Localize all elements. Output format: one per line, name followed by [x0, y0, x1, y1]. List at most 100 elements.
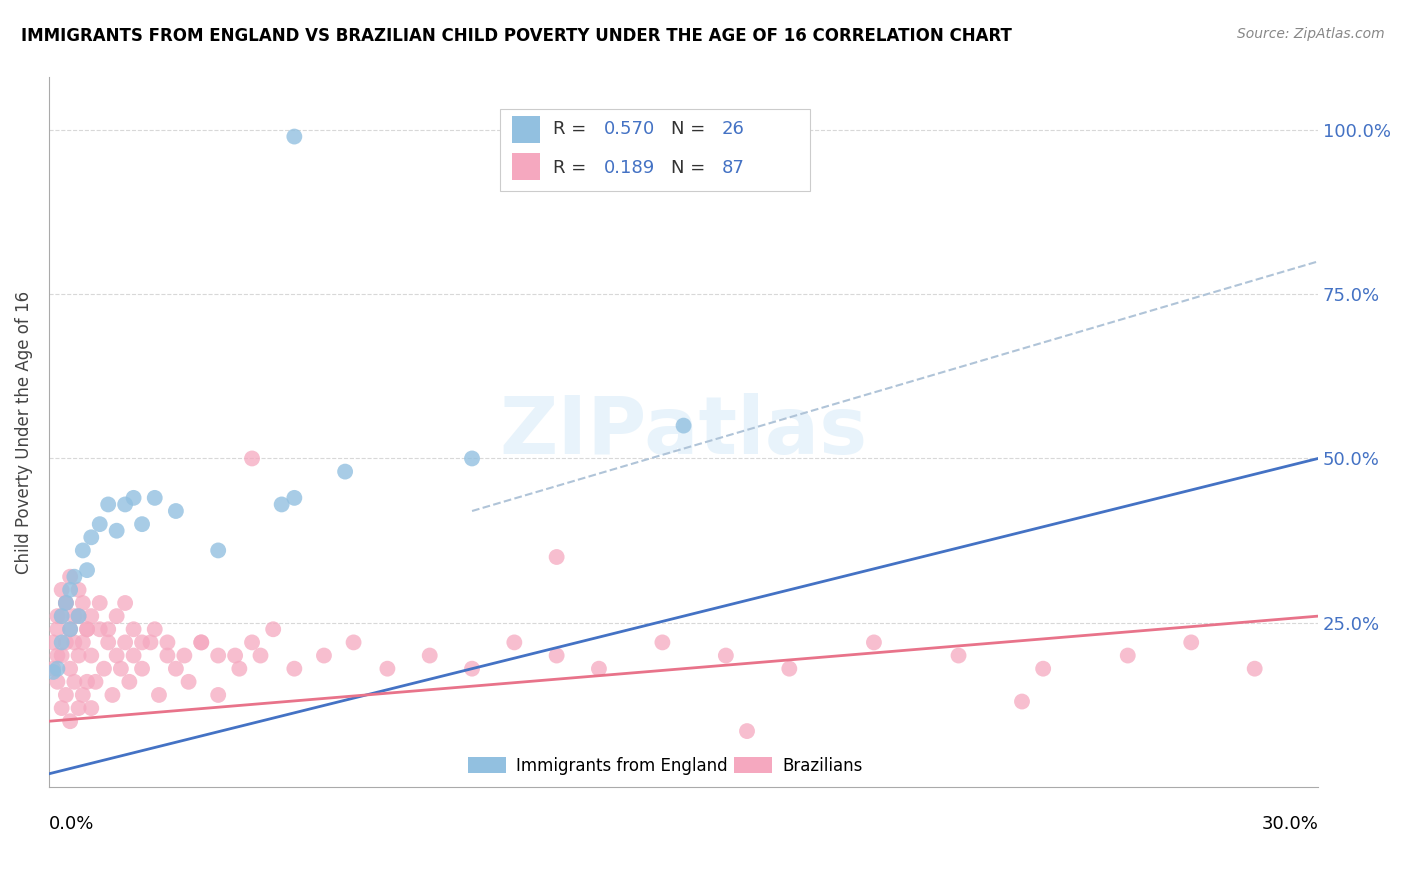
- Point: [93, 662, 115, 676]
- Point: [72, 688, 94, 702]
- Point: [283, 129, 305, 144]
- Point: [63, 570, 86, 584]
- Point: [122, 622, 145, 636]
- Point: [165, 504, 187, 518]
- Point: [67, 582, 90, 597]
- Point: [1116, 648, 1139, 663]
- Point: [59, 570, 82, 584]
- Point: [76, 622, 98, 636]
- Point: [177, 674, 200, 689]
- Point: [80, 701, 103, 715]
- Point: [333, 465, 356, 479]
- Point: [51, 609, 73, 624]
- Point: [76, 563, 98, 577]
- Point: [114, 596, 136, 610]
- Point: [651, 635, 673, 649]
- Text: Source: ZipAtlas.com: Source: ZipAtlas.com: [1237, 27, 1385, 41]
- Text: IMMIGRANTS FROM ENGLAND VS BRAZILIAN CHILD POVERTY UNDER THE AGE OF 16 CORRELATI: IMMIGRANTS FROM ENGLAND VS BRAZILIAN CHI…: [21, 27, 1012, 45]
- Point: [59, 714, 82, 729]
- Point: [461, 662, 484, 676]
- Point: [80, 609, 103, 624]
- Text: N =: N =: [671, 159, 711, 177]
- Point: [131, 662, 153, 676]
- Point: [342, 635, 364, 649]
- Point: [131, 517, 153, 532]
- Point: [59, 622, 82, 636]
- Point: [143, 622, 166, 636]
- Point: [156, 648, 179, 663]
- Point: [190, 635, 212, 649]
- Point: [76, 674, 98, 689]
- Text: ZIPatlas: ZIPatlas: [499, 393, 868, 471]
- Point: [207, 648, 229, 663]
- Point: [51, 635, 73, 649]
- Point: [55, 635, 77, 649]
- Point: [165, 662, 187, 676]
- Point: [51, 582, 73, 597]
- Text: 0.189: 0.189: [603, 159, 655, 177]
- Point: [67, 648, 90, 663]
- Point: [51, 701, 73, 715]
- Point: [283, 662, 305, 676]
- Y-axis label: Child Poverty Under the Age of 16: Child Poverty Under the Age of 16: [15, 291, 32, 574]
- Point: [42, 662, 65, 676]
- Point: [55, 596, 77, 610]
- Point: [63, 635, 86, 649]
- Point: [249, 648, 271, 663]
- Point: [51, 648, 73, 663]
- Point: [546, 648, 568, 663]
- Point: [89, 517, 111, 532]
- Point: [42, 665, 65, 679]
- Point: [84, 674, 107, 689]
- Point: [948, 648, 970, 663]
- Point: [67, 609, 90, 624]
- Text: R =: R =: [553, 120, 592, 138]
- Point: [55, 688, 77, 702]
- Point: [262, 622, 284, 636]
- Point: [89, 596, 111, 610]
- Point: [735, 724, 758, 739]
- Text: N =: N =: [671, 120, 711, 138]
- Point: [105, 609, 128, 624]
- Text: R =: R =: [553, 159, 598, 177]
- Point: [72, 635, 94, 649]
- Point: [190, 635, 212, 649]
- Text: 87: 87: [721, 159, 745, 177]
- Point: [118, 674, 141, 689]
- Point: [1243, 662, 1265, 676]
- Point: [156, 635, 179, 649]
- Text: 0.570: 0.570: [603, 120, 655, 138]
- Point: [114, 498, 136, 512]
- Text: 26: 26: [721, 120, 745, 138]
- Point: [72, 543, 94, 558]
- Point: [76, 622, 98, 636]
- Point: [377, 662, 399, 676]
- Point: [228, 662, 250, 676]
- FancyBboxPatch shape: [512, 117, 540, 144]
- Point: [59, 582, 82, 597]
- Point: [1011, 694, 1033, 708]
- Point: [97, 498, 120, 512]
- Point: [101, 688, 124, 702]
- Point: [59, 662, 82, 676]
- Point: [207, 688, 229, 702]
- Point: [312, 648, 335, 663]
- Point: [143, 491, 166, 505]
- Point: [224, 648, 246, 663]
- Point: [173, 648, 195, 663]
- Point: [131, 635, 153, 649]
- Point: [863, 635, 886, 649]
- FancyBboxPatch shape: [499, 110, 810, 191]
- FancyBboxPatch shape: [512, 153, 540, 180]
- Point: [46, 609, 69, 624]
- Point: [270, 498, 292, 512]
- Point: [139, 635, 162, 649]
- Text: 0.0%: 0.0%: [49, 815, 94, 833]
- Point: [46, 662, 69, 676]
- Point: [122, 491, 145, 505]
- Point: [122, 648, 145, 663]
- Text: Brazilians: Brazilians: [783, 756, 863, 774]
- Point: [46, 648, 69, 663]
- Text: 30.0%: 30.0%: [1261, 815, 1319, 833]
- Point: [89, 622, 111, 636]
